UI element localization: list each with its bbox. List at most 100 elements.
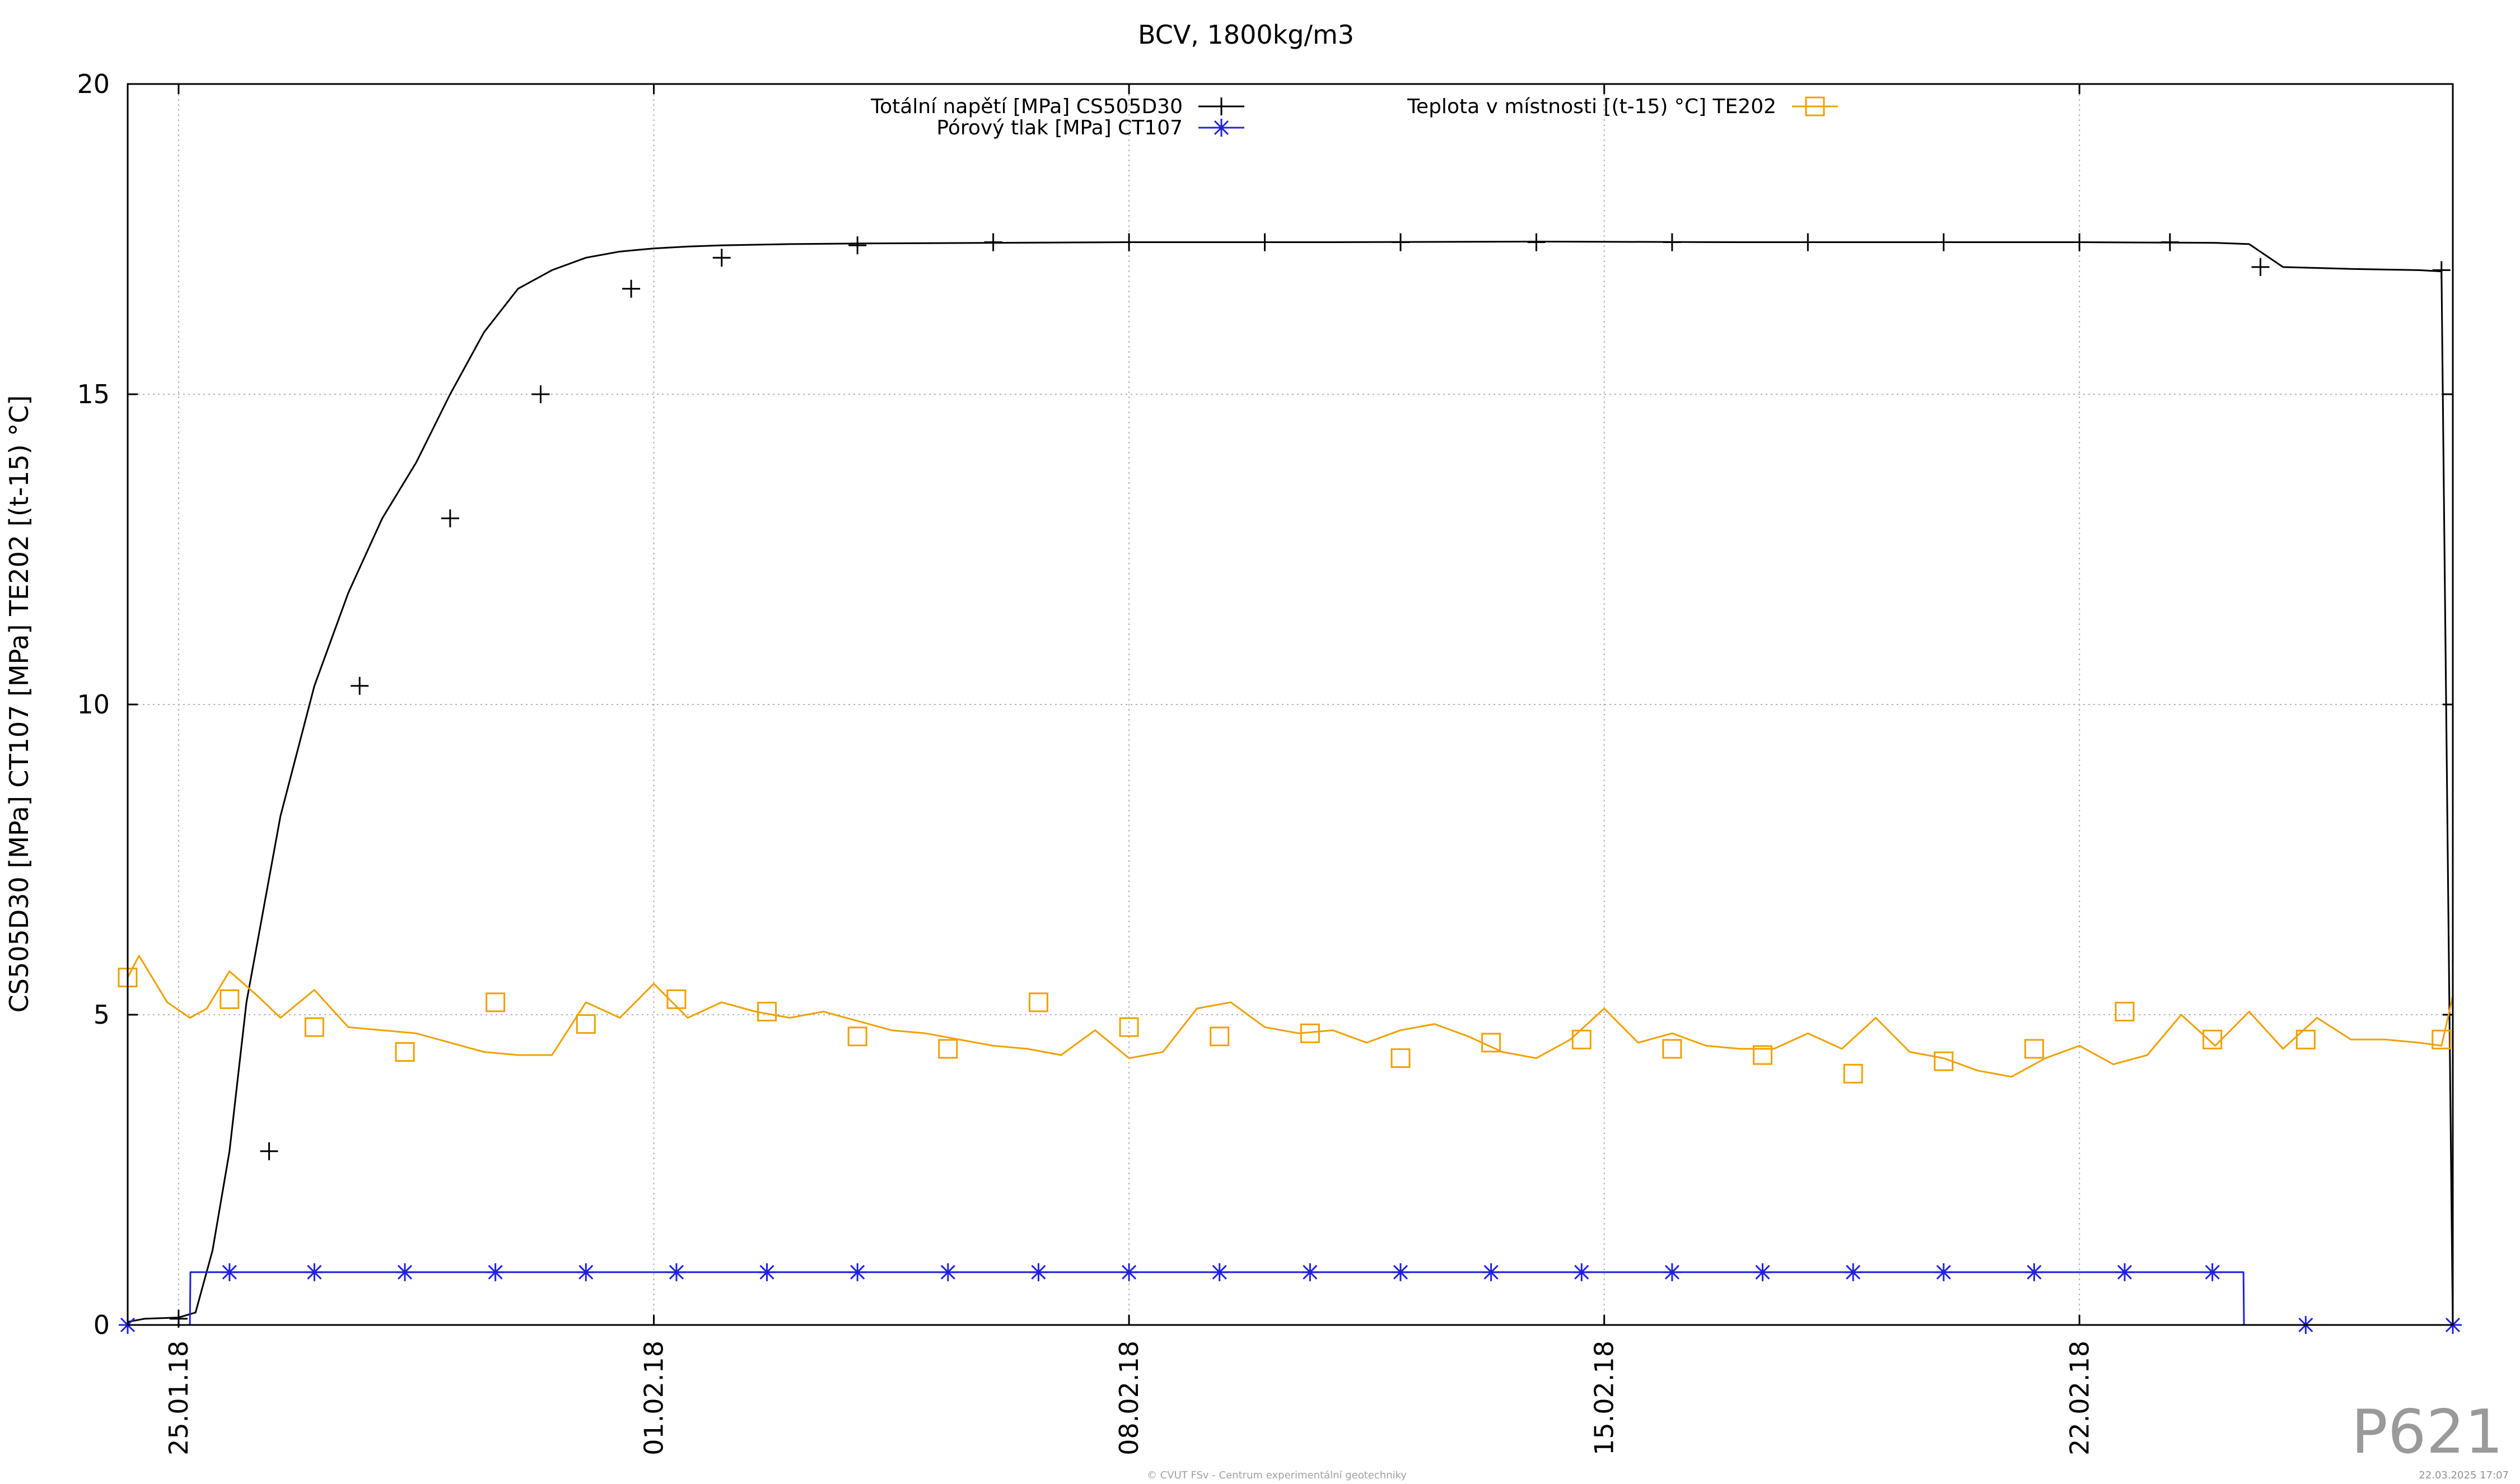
series-cs505d30: [127, 233, 2454, 1328]
data-point: [2251, 258, 2270, 276]
data-point: [1120, 233, 1138, 251]
data-point: [2115, 1001, 2135, 1021]
data-point: [712, 249, 731, 267]
data-point: [1663, 233, 1681, 251]
legend-marker: [1805, 96, 1825, 116]
data-point: [395, 1042, 415, 1062]
y-tick-label: 0: [94, 1310, 110, 1340]
legend-entry: Teplota v místnosti [(t-15) °C] TE202: [1407, 95, 1838, 118]
legend-label: Pórový tlak [MPa] CT107: [936, 116, 1183, 139]
data-point: [1482, 1263, 1500, 1281]
data-point: [1029, 1263, 1048, 1281]
data-point: [1843, 1063, 1863, 1084]
data-point: [2432, 261, 2451, 279]
series-line: [127, 955, 2454, 1078]
series-ct107: [119, 1263, 2462, 1334]
data-point: [2202, 1029, 2223, 1049]
data-point: [1210, 1263, 1229, 1281]
data-point: [1300, 1023, 1320, 1043]
legend-entry: Totální napětí [MPa] CS505D30: [870, 95, 1244, 118]
data-point: [1662, 1039, 1682, 1059]
legend-entry: Pórový tlak [MPa] CT107: [936, 116, 1244, 139]
data-point: [1527, 233, 1546, 251]
data-point: [1799, 233, 1817, 251]
series-layer: [118, 233, 2462, 1334]
data-point: [1934, 1263, 1953, 1281]
data-point: [622, 279, 641, 298]
data-point: [2295, 1029, 2316, 1049]
plot-frame: [127, 83, 2454, 1326]
x-tick-label: 22.02.18: [2064, 1341, 2094, 1455]
footer-timestamp: 22.03.2025 17:07: [2419, 1469, 2509, 1481]
data-point: [2160, 233, 2179, 251]
data-point: [1934, 233, 1953, 251]
data-point: [1934, 1051, 1954, 1071]
data-point: [351, 676, 369, 695]
data-point: [1844, 1263, 1863, 1281]
series-line: [127, 240, 2454, 1326]
data-point: [2432, 1029, 2452, 1049]
x-tick-label: 08.02.18: [1114, 1341, 1144, 1455]
data-point: [220, 1263, 239, 1281]
series-line: [128, 1271, 2453, 1326]
watermark-label: P621: [2351, 1397, 2503, 1467]
data-point: [1481, 1033, 1501, 1053]
x-tick-label: 25.01.18: [164, 1341, 194, 1455]
data-point: [1256, 233, 1274, 251]
data-point: [667, 1263, 685, 1281]
data-point: [1663, 1263, 1681, 1281]
data-point: [1753, 1045, 1773, 1065]
data-point: [2025, 1263, 2043, 1281]
data-point: [848, 1263, 867, 1281]
data-point: [939, 1263, 957, 1281]
data-point: [847, 1026, 867, 1047]
y-tick-label: 15: [77, 379, 110, 409]
data-point: [1571, 1029, 1592, 1049]
legend-marker: [1212, 119, 1230, 137]
data-point: [260, 1142, 278, 1160]
legend-label: Teplota v místnosti [(t-15) °C] TE202: [1407, 95, 1776, 118]
series-te202: [118, 955, 2454, 1084]
data-point: [938, 1039, 958, 1059]
data-point: [305, 1263, 324, 1281]
data-point: [1391, 1263, 1410, 1281]
data-point: [2070, 233, 2089, 251]
data-point: [396, 1263, 414, 1281]
data-point: [1120, 1263, 1138, 1281]
y-tick-label: 5: [94, 1000, 110, 1030]
data-point: [2116, 1263, 2134, 1281]
data-point: [486, 992, 506, 1012]
x-tick-label: 15.02.18: [1589, 1341, 1620, 1455]
data-point: [2024, 1039, 2044, 1059]
data-point: [1391, 233, 1410, 251]
grid: [128, 84, 2453, 1325]
data-point: [757, 1001, 777, 1021]
data-point: [1390, 1048, 1411, 1068]
data-point: [758, 1263, 776, 1281]
data-point: [486, 1263, 505, 1281]
data-point: [304, 1017, 324, 1037]
data-point: [1210, 1026, 1230, 1047]
data-point: [220, 989, 240, 1009]
footer-credit: © CVUT FSv - Centrum experimentální geot…: [1147, 1469, 1407, 1481]
y-tick-label: 10: [77, 689, 110, 720]
x-axis: 25.01.18 01.02.18 08.02.18 15.02.18 22.02.18: [164, 84, 2094, 1455]
data-point: [848, 236, 867, 255]
data-point: [441, 509, 459, 528]
y-axis-label: CS505D30 [MPa] CT107 [MPa] TE202 [(t-15)…: [4, 395, 34, 1013]
data-point: [1572, 1263, 1591, 1281]
x-tick-label: 01.02.18: [639, 1341, 669, 1455]
data-point: [666, 989, 687, 1009]
data-point: [1301, 1263, 1319, 1281]
data-point: [576, 1014, 596, 1034]
chart-title: BCV, 1800kg/m3: [1138, 20, 1354, 50]
data-point: [531, 385, 550, 403]
legend-marker: [1212, 97, 1230, 115]
y-axis: 0 5 10 15 20: [77, 69, 2453, 1340]
data-point: [1028, 992, 1048, 1012]
data-point: [1753, 1263, 1772, 1281]
y-tick-label: 20: [77, 69, 110, 99]
data-point: [2203, 1263, 2222, 1281]
